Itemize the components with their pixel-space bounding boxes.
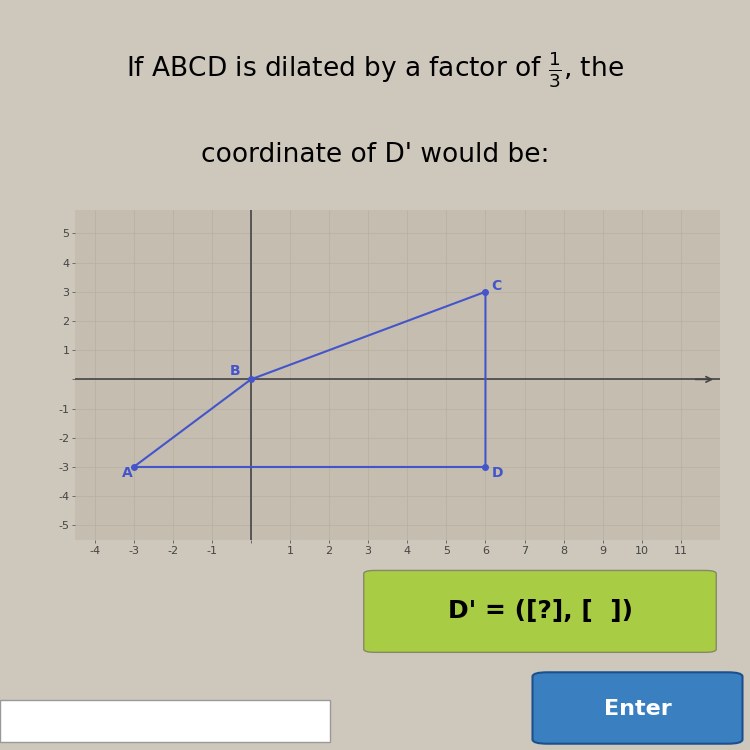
FancyBboxPatch shape [0,700,330,742]
Text: D: D [491,466,502,480]
Text: coordinate of D' would be:: coordinate of D' would be: [201,142,549,169]
Text: If ABCD is dilated by a factor of $\mathregular{\frac{1}{3}}$, the: If ABCD is dilated by a factor of $\math… [126,50,624,90]
Text: Enter: Enter [604,699,671,719]
Text: C: C [491,279,502,293]
FancyBboxPatch shape [364,571,716,652]
Text: B: B [230,364,240,378]
Text: A: A [122,466,133,480]
Text: D' = ([?], [  ]): D' = ([?], [ ]) [448,599,632,623]
FancyBboxPatch shape [532,672,742,744]
